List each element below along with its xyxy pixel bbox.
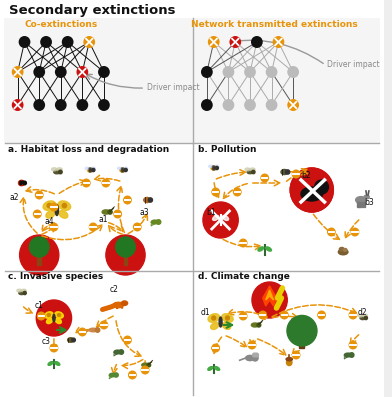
Text: Secondary extinctions: Secondary extinctions: [9, 4, 175, 17]
Ellipse shape: [46, 211, 55, 218]
Circle shape: [49, 202, 58, 212]
Circle shape: [23, 181, 26, 185]
Circle shape: [364, 316, 367, 320]
Ellipse shape: [91, 168, 92, 172]
Ellipse shape: [48, 362, 53, 365]
Circle shape: [156, 220, 161, 224]
Circle shape: [116, 237, 135, 257]
Ellipse shape: [151, 220, 159, 224]
Text: b. Pollution: b. Pollution: [198, 145, 256, 154]
Circle shape: [260, 173, 269, 183]
Circle shape: [348, 341, 358, 349]
Ellipse shape: [55, 362, 60, 365]
Circle shape: [252, 353, 256, 357]
Ellipse shape: [212, 166, 214, 170]
Text: a4: a4: [44, 217, 54, 226]
Text: Co-extinctions: Co-extinctions: [24, 20, 97, 29]
Circle shape: [280, 310, 289, 320]
Ellipse shape: [124, 167, 128, 170]
Circle shape: [49, 343, 58, 353]
Circle shape: [212, 316, 216, 320]
Circle shape: [201, 99, 213, 111]
Circle shape: [350, 227, 359, 237]
Circle shape: [348, 310, 358, 320]
Circle shape: [95, 328, 100, 332]
Circle shape: [49, 222, 58, 231]
Ellipse shape: [18, 180, 25, 186]
Ellipse shape: [215, 367, 220, 370]
Ellipse shape: [214, 166, 215, 170]
Ellipse shape: [212, 216, 219, 220]
Circle shape: [100, 320, 108, 330]
Polygon shape: [263, 286, 276, 306]
Ellipse shape: [17, 289, 22, 292]
Ellipse shape: [215, 165, 219, 168]
Circle shape: [211, 187, 220, 197]
Bar: [359, 202, 361, 207]
Circle shape: [123, 335, 132, 345]
Text: d1: d1: [201, 308, 211, 317]
Circle shape: [327, 227, 336, 237]
Ellipse shape: [358, 314, 363, 317]
Ellipse shape: [90, 168, 91, 172]
Ellipse shape: [338, 249, 348, 255]
Circle shape: [29, 237, 49, 257]
FancyBboxPatch shape: [4, 18, 380, 143]
Circle shape: [89, 222, 98, 231]
Polygon shape: [266, 290, 274, 300]
Circle shape: [55, 66, 67, 78]
Circle shape: [252, 355, 258, 361]
Circle shape: [20, 235, 59, 275]
Circle shape: [12, 66, 24, 78]
Ellipse shape: [57, 168, 62, 171]
Ellipse shape: [22, 289, 26, 292]
Circle shape: [36, 300, 72, 336]
Circle shape: [229, 36, 241, 48]
Ellipse shape: [54, 170, 60, 174]
Ellipse shape: [286, 358, 292, 361]
Ellipse shape: [87, 168, 93, 172]
Circle shape: [287, 316, 317, 346]
Text: a1: a1: [98, 215, 107, 224]
Text: Driver impact: Driver impact: [327, 60, 380, 69]
Text: c3: c3: [41, 337, 50, 346]
Ellipse shape: [113, 302, 123, 308]
Bar: [299, 335, 305, 348]
Circle shape: [128, 370, 137, 380]
Circle shape: [133, 222, 142, 231]
Bar: [364, 202, 365, 207]
Bar: [361, 202, 363, 207]
Circle shape: [272, 36, 284, 48]
Ellipse shape: [222, 323, 230, 330]
Circle shape: [58, 314, 60, 316]
Circle shape: [215, 166, 218, 170]
Circle shape: [290, 168, 333, 212]
Text: d2: d2: [358, 308, 367, 317]
Circle shape: [23, 291, 26, 295]
Ellipse shape: [211, 323, 219, 330]
Circle shape: [62, 203, 67, 208]
Circle shape: [223, 99, 234, 111]
Ellipse shape: [245, 168, 250, 171]
Ellipse shape: [360, 316, 365, 320]
Ellipse shape: [53, 314, 55, 322]
Ellipse shape: [345, 353, 352, 357]
Ellipse shape: [45, 312, 53, 318]
Circle shape: [317, 310, 326, 320]
Text: d. Climate change: d. Climate change: [198, 272, 290, 281]
Ellipse shape: [59, 211, 68, 218]
Circle shape: [83, 36, 95, 48]
Ellipse shape: [55, 318, 62, 324]
Ellipse shape: [122, 301, 128, 305]
Circle shape: [315, 180, 328, 194]
Text: c. Invasive species: c. Invasive species: [8, 272, 103, 281]
Circle shape: [76, 66, 88, 78]
Circle shape: [350, 353, 354, 357]
Circle shape: [12, 99, 24, 111]
Bar: [123, 253, 127, 265]
Ellipse shape: [209, 165, 212, 168]
Circle shape: [40, 36, 52, 48]
Ellipse shape: [246, 355, 254, 360]
Circle shape: [239, 312, 248, 320]
